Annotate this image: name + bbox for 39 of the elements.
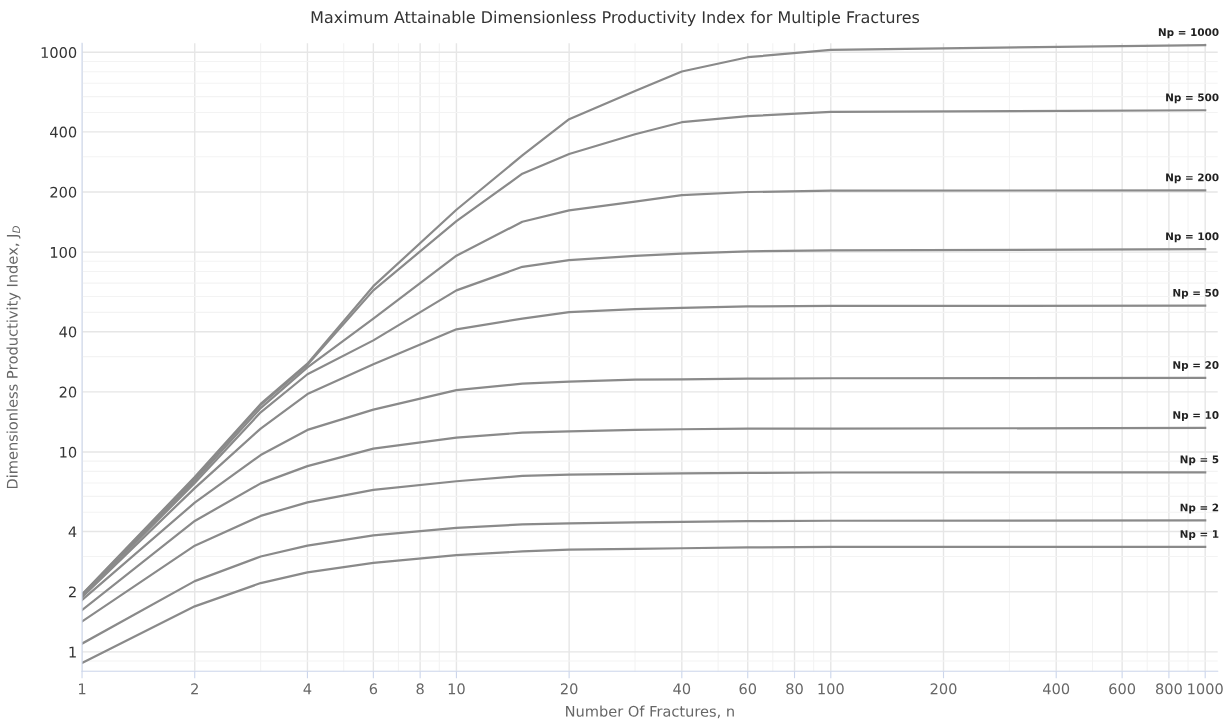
series-label: Np = 100 [1166, 232, 1219, 243]
x-tick-label: 100 [818, 683, 844, 695]
x-tick-label: 8 [416, 683, 424, 695]
y-tick-label: 2 [68, 586, 76, 598]
x-tick-label: 4 [303, 683, 312, 695]
x-tick-label: 600 [1109, 683, 1136, 695]
y-tick-label: 1 [69, 646, 76, 658]
x-tick-label: 200 [930, 683, 957, 695]
x-tick-label: 6 [369, 683, 378, 695]
x-tick-label: 1000 [1188, 683, 1223, 695]
x-tick-label: 60 [739, 683, 757, 695]
series-label: Np = 200 [1166, 173, 1219, 184]
series-label: Np = 500 [1166, 93, 1219, 104]
series-label: Np = 20 [1173, 361, 1219, 371]
x-axis-title: Number Of Fractures, n [566, 705, 734, 719]
series-label: Np = 5 [1180, 455, 1219, 466]
x-tick-label: 10 [448, 683, 465, 695]
y-tick-label: 20 [59, 386, 77, 398]
series-label: Np = 1000 [1158, 28, 1219, 39]
y-tick-label: 40 [59, 326, 77, 338]
x-tick-label: 400 [1043, 683, 1070, 695]
y-tick-label: 4 [68, 526, 77, 538]
y-tick-label: 10 [60, 446, 77, 458]
x-tick-label: 2 [191, 683, 198, 695]
y-tick-label: 1000 [41, 47, 77, 59]
x-tick-label: 40 [673, 683, 691, 695]
x-tick-label: 20 [560, 683, 578, 695]
chart-title: Maximum Attainable Dimensionless Productivity Index for Multiple Fractures [311, 10, 920, 27]
x-tick-label: 1 [79, 683, 86, 695]
y-tick-label: 400 [50, 126, 77, 138]
x-tick-label: 80 [786, 683, 803, 695]
series-label: Np = 2 [1180, 503, 1219, 514]
y-axis-title: Dimensionless Productivity Index, J$_{D}$ [6, 226, 21, 489]
series-label: Np = 1 [1180, 530, 1219, 541]
series-label: Np = 10 [1173, 411, 1219, 421]
y-tick-label: 200 [50, 186, 77, 198]
series-label: Np = 50 [1173, 288, 1219, 299]
x-tick-label: 800 [1155, 683, 1182, 695]
y-tick-label: 100 [50, 246, 77, 258]
